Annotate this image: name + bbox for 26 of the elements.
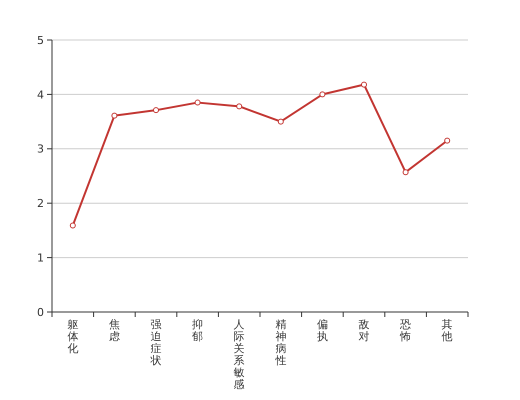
x-tick-label: 焦虑	[108, 318, 120, 343]
x-tick-label: 精神病性	[274, 318, 286, 367]
x-tick-label: 恐怖	[399, 318, 412, 343]
x-tick-label: 其他	[442, 318, 453, 343]
x-tick-label: 敌对	[358, 318, 370, 343]
y-tick-label: 0	[37, 306, 44, 319]
x-tick-label: 抑郁	[192, 318, 204, 343]
point	[236, 103, 242, 110]
x-tick-label: 偏执	[316, 318, 328, 343]
y-tick-label: 4	[37, 88, 44, 102]
y-tick-label: 5	[37, 34, 44, 47]
x-tick-label: 强迫症状	[150, 318, 162, 367]
y-tick-label: 1	[37, 251, 44, 264]
x-tick-label: 人际关系敏感	[234, 318, 245, 391]
point	[278, 118, 284, 125]
y-tick-label: 3	[37, 142, 44, 156]
y-tick-label: 2	[37, 197, 44, 210]
point	[70, 222, 76, 229]
point	[402, 169, 409, 176]
point	[361, 82, 367, 88]
point	[444, 138, 450, 144]
point	[153, 107, 159, 114]
point	[319, 91, 326, 98]
x-tick-label: 躯体化	[67, 318, 78, 355]
point	[194, 100, 201, 106]
point	[111, 112, 118, 119]
